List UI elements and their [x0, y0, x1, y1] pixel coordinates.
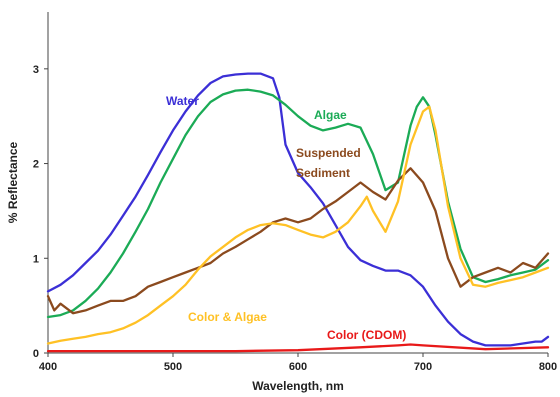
y-tick-label: 1 [33, 253, 39, 265]
y-tick-label: 0 [33, 348, 39, 360]
series-line-4 [46, 343, 550, 353]
series-label: Sediment [296, 166, 350, 180]
series-layer [46, 72, 550, 353]
series-line-1 [46, 88, 550, 319]
x-tick-label: 400 [39, 361, 57, 373]
x-tick-label: 600 [289, 361, 307, 373]
y-tick-label: 2 [33, 159, 39, 171]
series-line-2 [46, 167, 550, 315]
series-line-3 [46, 105, 550, 345]
series-label: Color & Algae [188, 310, 267, 324]
series-label: Color (CDOM) [327, 328, 406, 342]
x-tick-label: 700 [414, 361, 432, 373]
x-tick-label: 800 [539, 361, 557, 373]
y-tick-label: 3 [33, 64, 39, 76]
y-axis-title: % Reflectance [6, 141, 20, 223]
labels-layer: Water Algae Suspended Sediment Color & Algae… [166, 94, 406, 342]
series-label: Water [166, 94, 199, 108]
series-line-0 [46, 72, 550, 347]
ticks: 400 500 600 700 800 0 1 2 3 [33, 64, 557, 373]
series-label: Algae [314, 108, 347, 122]
series-label: Suspended [296, 146, 361, 160]
x-axis-title: Wavelength, nm [252, 379, 344, 393]
x-tick-label: 500 [164, 361, 182, 373]
